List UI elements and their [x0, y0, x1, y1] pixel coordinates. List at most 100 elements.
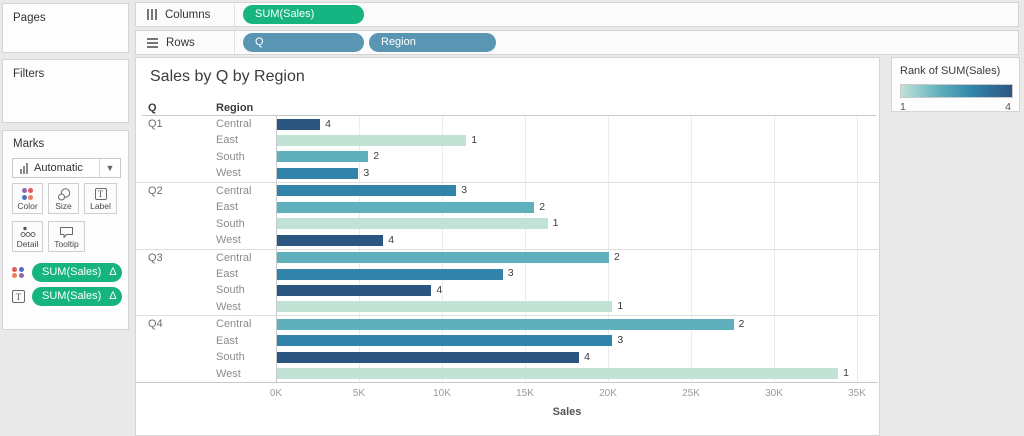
column-header-region[interactable]: Region	[216, 102, 254, 114]
chart-row: West 4	[136, 232, 878, 248]
sales-bar-mark[interactable]	[277, 218, 548, 230]
marks-pill-row: SUM(Sales) Δ	[12, 263, 122, 282]
rank-value-label: 3	[461, 184, 468, 197]
sales-bar-mark[interactable]	[277, 201, 535, 213]
region-header-label[interactable]: West	[216, 367, 241, 380]
sales-bar-mark[interactable]	[277, 284, 432, 296]
columns-pill-sum-sales[interactable]: SUM(Sales)	[243, 5, 364, 24]
rank-value-label: 4	[436, 283, 443, 296]
sales-bar-mark[interactable]	[277, 368, 839, 380]
sales-bar-mark[interactable]	[277, 301, 613, 313]
sales-bar-mark[interactable]	[277, 167, 359, 179]
rows-pill-region[interactable]: Region	[369, 33, 496, 52]
legend-gradient-bar[interactable]	[900, 84, 1013, 98]
chart-row: East 2	[136, 199, 878, 215]
chevron-down-icon[interactable]: ▼	[99, 159, 120, 177]
color-button[interactable]: Color	[12, 183, 43, 214]
detail-button[interactable]: Detail	[12, 221, 43, 252]
q-header-label[interactable]: Q4	[148, 318, 163, 331]
axis-zero-line	[276, 116, 277, 383]
delta-icon: Δ	[109, 266, 117, 278]
legend-min-label: 1	[900, 101, 906, 113]
q-header-label[interactable]: Q2	[148, 184, 163, 197]
column-header-q[interactable]: Q	[148, 102, 157, 114]
rows-pill-q[interactable]: Q	[243, 33, 364, 52]
x-axis-tick-label: 5K	[352, 388, 366, 399]
region-header-label[interactable]: West	[216, 167, 241, 180]
x-axis-title[interactable]: Sales	[552, 406, 582, 418]
sales-bar-mark[interactable]	[277, 318, 734, 330]
x-axis-tick-label: 15K	[516, 388, 534, 399]
size-button[interactable]: Size	[48, 183, 79, 214]
rank-value-label: 2	[738, 317, 745, 330]
region-header-label[interactable]: South	[216, 284, 245, 297]
rank-value-label: 3	[363, 166, 370, 179]
sales-bar-mark[interactable]	[277, 185, 457, 197]
region-header-label[interactable]: West	[216, 300, 241, 313]
gridline	[857, 116, 858, 383]
x-axis-tick-label: 25K	[682, 388, 700, 399]
chart-row: South 2	[136, 149, 878, 165]
region-header-label[interactable]: East	[216, 201, 239, 214]
rank-value-label: 2	[614, 251, 620, 263]
rank-value-label: 1	[617, 300, 624, 313]
quarter-group-q2: Q2 Central 3 East 2 South 1 West 4	[136, 183, 878, 250]
delta-icon: Δ	[109, 290, 117, 302]
region-header-label[interactable]: East	[216, 134, 239, 147]
rows-shelf-head: Rows	[136, 31, 235, 54]
filters-shelf[interactable]: Filters	[2, 59, 129, 123]
sales-bar-mark[interactable]	[277, 118, 321, 130]
sales-bar-mark[interactable]	[277, 351, 580, 363]
columns-shelf[interactable]: Columns SUM(Sales)	[135, 2, 1019, 27]
marks-pill-color[interactable]: SUM(Sales) Δ	[32, 263, 122, 282]
sales-bar-mark[interactable]	[277, 335, 613, 347]
label-button[interactable]: T Label	[84, 183, 117, 214]
q-header-label[interactable]: Q1	[148, 118, 163, 130]
marks-label: Marks	[13, 138, 45, 150]
chart-row: West 3	[136, 165, 878, 181]
detail-dots-icon	[20, 226, 35, 237]
pages-label: Pages	[13, 12, 46, 24]
region-header-label[interactable]: Central	[216, 318, 252, 331]
x-axis-tick-label: 20K	[599, 388, 617, 399]
rows-icon	[147, 37, 158, 48]
chart-row: East 3	[136, 333, 878, 349]
region-header-label[interactable]: South	[216, 150, 245, 163]
chart-title: Sales by Q by Region	[150, 68, 305, 85]
gridline	[691, 116, 692, 383]
sales-bar-mark[interactable]	[277, 268, 503, 280]
marks-pill-label[interactable]: SUM(Sales) Δ	[32, 287, 122, 306]
rank-value-label: 3	[507, 267, 514, 280]
sales-bar-mark[interactable]	[277, 135, 467, 147]
chart-row: South 4	[136, 349, 878, 365]
rank-value-label: 2	[539, 200, 546, 213]
color-dots-icon	[21, 188, 34, 200]
size-circles-icon	[57, 188, 70, 201]
pages-shelf[interactable]: Pages	[2, 3, 129, 53]
chart-row: South 1	[136, 216, 878, 232]
x-axis-tick-label: 10K	[433, 388, 451, 399]
quarter-group-q3: Q3 Central 2 East 3 South 4 West 1	[136, 250, 878, 317]
region-header-label[interactable]: East	[216, 267, 239, 280]
q-header-label[interactable]: Q3	[148, 251, 163, 264]
region-header-label[interactable]: West	[216, 234, 241, 247]
rank-color-legend: Rank of SUM(Sales) 1 4	[891, 57, 1020, 113]
rank-value-label: 4	[325, 117, 331, 130]
header-divider	[142, 115, 876, 116]
chart-row: West 1	[136, 299, 878, 315]
region-header-label[interactable]: East	[216, 334, 239, 347]
sales-bar-mark[interactable]	[277, 234, 384, 246]
gridline	[608, 116, 609, 383]
region-header-label[interactable]: Central	[216, 118, 252, 130]
region-header-label[interactable]: South	[216, 351, 245, 364]
sales-bar-mark[interactable]	[277, 252, 609, 264]
rank-value-label: 3	[617, 334, 624, 347]
chart-row: Q3 Central 2	[136, 250, 878, 266]
region-header-label[interactable]: South	[216, 217, 245, 230]
region-header-label[interactable]: Central	[216, 251, 252, 264]
sales-bar-mark[interactable]	[277, 151, 369, 163]
mark-type-dropdown[interactable]: Automatic ▼	[12, 158, 121, 178]
region-header-label[interactable]: Central	[216, 184, 252, 197]
tooltip-button[interactable]: Tooltip	[48, 221, 85, 252]
rows-shelf[interactable]: Rows Q Region	[135, 30, 1019, 55]
